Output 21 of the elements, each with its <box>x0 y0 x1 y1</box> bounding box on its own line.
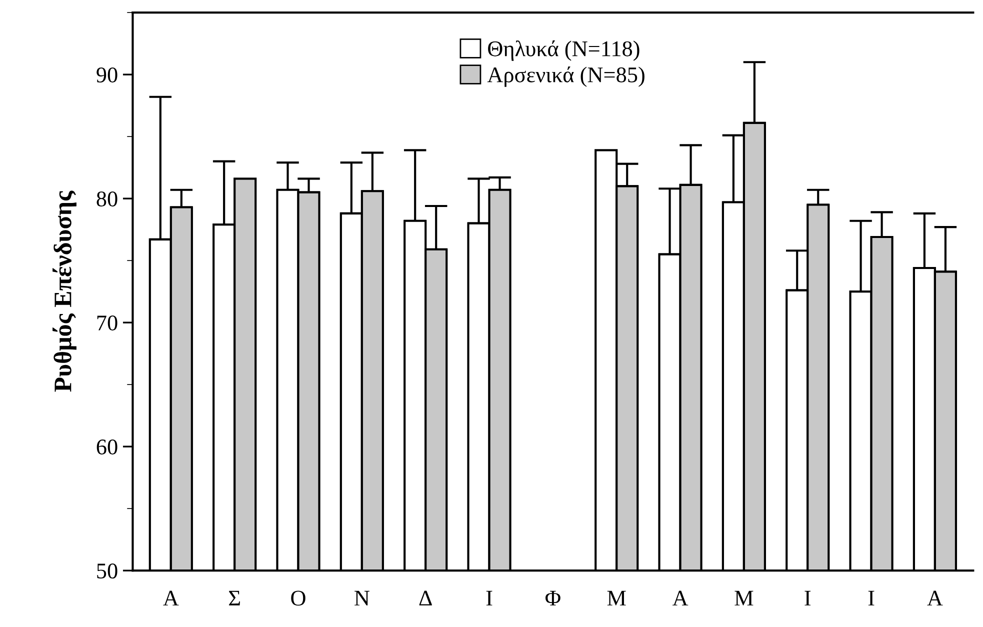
y-tick-label: 70 <box>97 315 118 330</box>
x-tick-label: Ι <box>868 590 874 606</box>
y-axis-title: Ρυθμός Επένδυσης <box>52 190 76 392</box>
legend-label: Θηλυκά (N=118) <box>488 40 640 61</box>
y-tick-label: 50 <box>97 564 118 578</box>
x-tick-label: Ο <box>291 590 306 606</box>
x-tick-label: Α <box>927 590 943 606</box>
x-tick-label: Μ <box>734 590 754 606</box>
x-tick-label: Σ <box>228 590 240 606</box>
x-tick-label: Ι <box>804 590 811 606</box>
legend-label: Αρσενικά (N=85) <box>487 66 644 87</box>
y-tick-label: 80 <box>96 191 118 206</box>
y-tick-label: 90 <box>96 67 118 82</box>
y-tick-label: 60 <box>96 439 118 454</box>
x-tick-label: Ι <box>486 590 492 606</box>
x-tick-label: Ν <box>354 590 370 606</box>
x-tick-label: Α <box>672 590 688 606</box>
x-tick-label: Φ <box>545 590 560 606</box>
x-tick-label: Α <box>163 590 179 606</box>
x-tick-label: Μ <box>607 590 626 606</box>
x-tick-label: Δ <box>419 590 432 606</box>
